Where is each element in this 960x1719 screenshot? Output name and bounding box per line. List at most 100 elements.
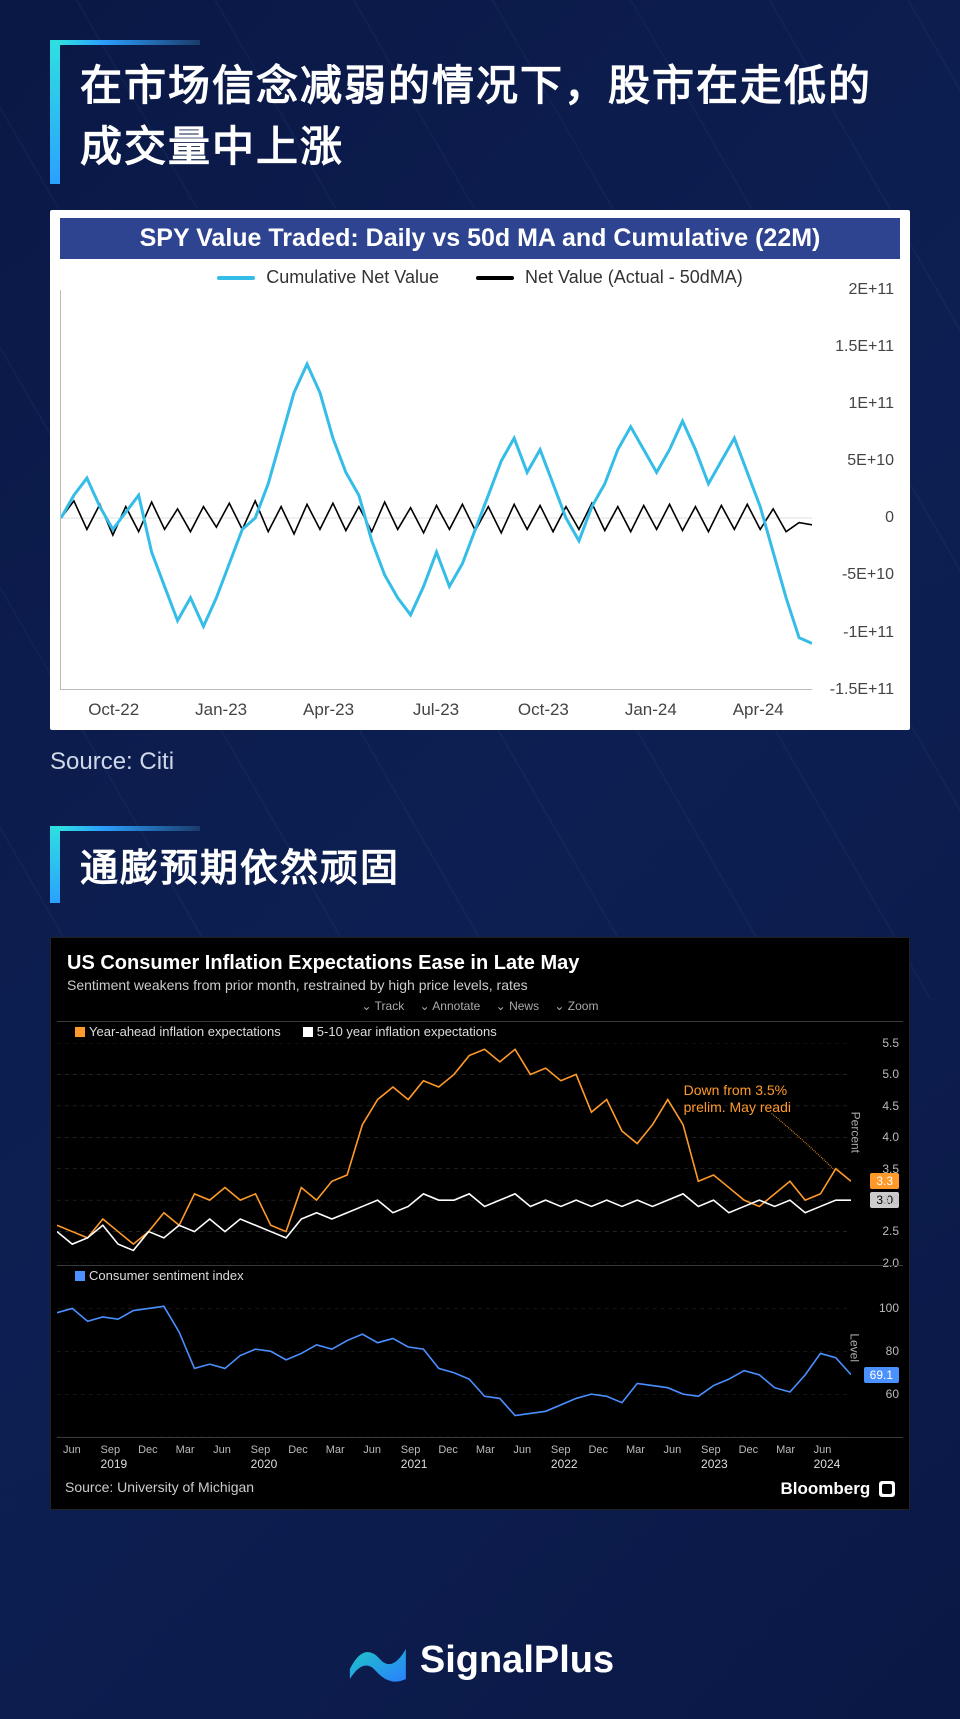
chart2-xtick: Mar [626,1444,664,1471]
section2-heading-block: 通膨预期依然顽固 [50,826,910,903]
chart2-legend-item: 5-10 year inflation expectations [303,1024,497,1039]
chart1-ytick: -5E+10 [842,566,894,584]
chart2-toolbar: ⌄ Track ⌄ Annotate ⌄ News ⌄ Zoom [51,997,909,1019]
chart2-xtick: Jun [513,1444,551,1471]
chart2-footer-source: Source: University of Michigan [65,1479,254,1499]
chart1-legend: Cumulative Net Value Net Value (Actual -… [60,263,900,290]
chart1-title: SPY Value Traded: Daily vs 50d MA and Cu… [60,218,900,259]
chart2-annotation-line: prelim. May readi [684,1099,791,1116]
legend-line-icon [217,276,255,280]
chart2-bottom-ylabel: Level [848,1333,862,1362]
chart2-ytick: 60 [886,1387,899,1401]
chart2-ytick: 4.0 [882,1130,899,1144]
legend-label: 5-10 year inflation expectations [317,1024,497,1039]
bloomberg-label: Bloomberg [781,1479,871,1498]
chart1-xtick: Jan-23 [167,700,274,720]
chart1-source: Source: Citi [50,748,910,776]
chart1-ytick: 2E+11 [848,281,894,299]
legend-label: Year-ahead inflation expectations [89,1024,281,1039]
chart2-title: US Consumer Inflation Expectations Ease … [67,952,893,975]
chart2-legend-item: Consumer sentiment index [75,1268,244,1283]
chart2-xtick: Dec [138,1444,176,1471]
chart1-xtick: Apr-24 [705,700,812,720]
chart2-top-legend: Year-ahead inflation expectations 5-10 ye… [57,1022,903,1043]
chart2-brand: Bloomberg [781,1479,895,1499]
chart2-xtick: Mar [776,1444,814,1471]
chart1-xtick: Jan-24 [597,700,704,720]
chart2-ytick: 5.5 [882,1036,899,1050]
chart1-xtick: Oct-22 [60,700,167,720]
legend-marker-icon [75,1271,85,1281]
legend-label: Cumulative Net Value [266,267,439,287]
chart2-ytick: 2.5 [882,1224,899,1238]
legend-label: Consumer sentiment index [89,1268,244,1283]
chart2-xaxis: JunSep2019DecMarJunSep2020DecMarJunSep20… [57,1437,903,1473]
chart2-xtick: Sep2021 [401,1444,439,1471]
legend-marker-icon [75,1027,85,1037]
chart1-ytick: 5E+10 [847,452,894,470]
section2-heading: 通膨预期依然顽固 [66,826,910,903]
chart2-bottom-plot: 69.1 Level 1008060 [57,1287,851,1437]
chart1-ytick: -1.5E+11 [830,681,894,699]
chart2-ytick: 5.0 [882,1067,899,1081]
chart1-card: SPY Value Traded: Daily vs 50d MA and Cu… [50,210,910,730]
chart1-ytick: -1E+11 [843,624,894,642]
chart2-xtick: Jun [63,1444,101,1471]
footer-logo: SignalPlus [346,1635,614,1685]
chart1-xtick: Apr-23 [275,700,382,720]
chart1-legend-item-cumulative: Cumulative Net Value [217,267,439,288]
chart2-xtick: Dec [288,1444,326,1471]
logo-mark-icon [346,1635,410,1685]
chart2-xtick: Dec [588,1444,626,1471]
chart2-annotation: Down from 3.5%prelim. May readi [684,1082,791,1116]
chart2-xtick: Sep2020 [251,1444,289,1471]
chart2-ytick: 100 [879,1301,899,1315]
chart1-legend-item-net: Net Value (Actual - 50dMA) [476,267,743,288]
chart2-bottom-legend: Consumer sentiment index [57,1266,903,1287]
legend-line-icon [476,276,514,280]
legend-marker-icon [303,1027,313,1037]
chart2-card: US Consumer Inflation Expectations Ease … [50,937,910,1510]
chart1-ytick: 1E+11 [848,395,894,413]
chart2-xtick: Jun2024 [814,1444,852,1471]
chart2-toolbar-item[interactable]: ⌄ Track [362,999,405,1013]
chart2-xtick: Dec [739,1444,777,1471]
chart2-ytick: 3.5 [882,1162,899,1176]
chart2-top-panel: Year-ahead inflation expectations 5-10 ye… [57,1021,903,1263]
chart1-plot-area [60,290,812,690]
chart1-xaxis: Oct-22Jan-23Apr-23Jul-23Oct-23Jan-24Apr-… [60,690,900,720]
chart2-toolbar-item[interactable]: ⌄ Annotate [416,999,480,1013]
chart1-ytick: 0 [885,509,894,527]
chart2-top-ylabel: Percent [848,1112,862,1153]
bloomberg-icon [879,1481,895,1497]
chart1-yaxis: 2E+111.5E+111E+115E+100-5E+10-1E+11-1.5E… [812,290,900,690]
chart2-xtick: Mar [476,1444,514,1471]
chart2-legend-item: Year-ahead inflation expectations [75,1024,281,1039]
chart2-top-plot: Down from 3.5%prelim. May readi 3.33.0 P… [57,1043,851,1263]
chart2-bottom-panel: Consumer sentiment index 69.1 Level 1008… [57,1265,903,1437]
chart2-toolbar-item[interactable]: ⌄ News [492,999,539,1013]
footer-brand-name: SignalPlus [420,1639,614,1682]
chart1-ytick: 1.5E+11 [835,338,894,356]
chart1-xtick: Jul-23 [382,700,489,720]
section1-heading: 在市场信念减弱的情况下，股市在走低的成交量中上涨 [66,40,910,184]
chart2-annotation-line: Down from 3.5% [684,1082,791,1099]
chart2-ytick: 3.0 [882,1193,899,1207]
chart2-toolbar-item[interactable]: ⌄ Zoom [551,999,598,1013]
chart2-xtick: Jun [213,1444,251,1471]
chart2-xtick: Sep2022 [551,1444,589,1471]
chart2-end-label: 69.1 [864,1367,899,1383]
chart2-xtick: Mar [326,1444,364,1471]
chart2-xtick: Mar [176,1444,214,1471]
chart2-subtitle: Sentiment weakens from prior month, rest… [67,977,893,993]
chart2-xtick: Sep2019 [101,1444,139,1471]
chart2-xtick: Jun [664,1444,702,1471]
legend-label: Net Value (Actual - 50dMA) [525,267,743,287]
chart1-xtick: Oct-23 [490,700,597,720]
chart2-xtick: Dec [438,1444,476,1471]
chart2-ytick: 4.5 [882,1099,899,1113]
chart2-xtick: Sep2023 [701,1444,739,1471]
chart2-xtick: Jun [363,1444,401,1471]
chart2-ytick: 80 [886,1344,899,1358]
section1-heading-block: 在市场信念减弱的情况下，股市在走低的成交量中上涨 [50,40,910,184]
